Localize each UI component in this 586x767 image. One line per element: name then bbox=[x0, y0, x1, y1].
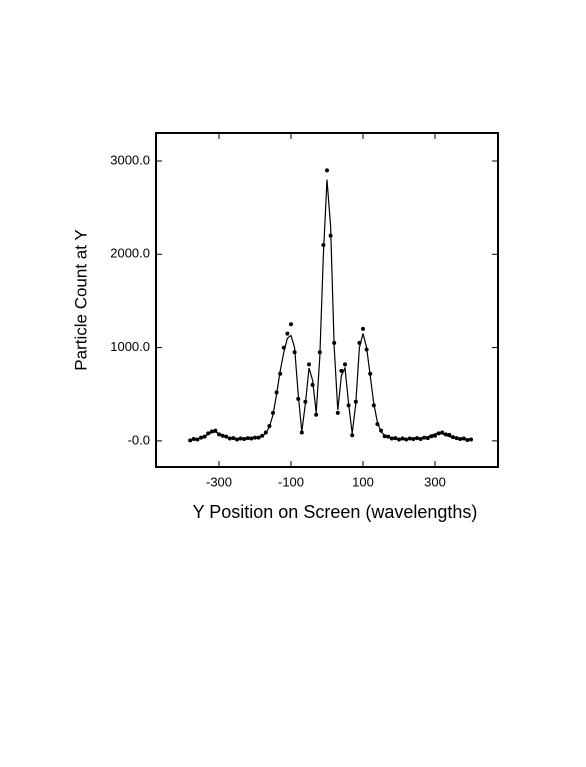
x-tick-label: 300 bbox=[424, 474, 446, 489]
x-tick-label: -300 bbox=[206, 474, 232, 489]
data-point bbox=[299, 430, 304, 435]
x-tick-label: -100 bbox=[278, 474, 304, 489]
data-point bbox=[350, 433, 355, 438]
plot-frame bbox=[155, 132, 499, 468]
data-point bbox=[307, 362, 311, 367]
y-tick-label: -0.0 bbox=[128, 432, 150, 447]
data-point bbox=[361, 326, 365, 331]
data-point bbox=[339, 368, 344, 373]
x-axis-label: Y Position on Screen (wavelengths) bbox=[193, 502, 478, 522]
y-tick-label: 2000.0 bbox=[110, 246, 150, 261]
data-point bbox=[314, 412, 319, 417]
data-point bbox=[285, 331, 290, 336]
y-tick-label: 3000.0 bbox=[110, 152, 150, 167]
data-point bbox=[343, 362, 347, 367]
data-point bbox=[289, 322, 293, 327]
data-point bbox=[188, 438, 193, 443]
data-point bbox=[335, 410, 340, 415]
fit-line bbox=[190, 179, 471, 441]
x-tick-label: 100 bbox=[352, 474, 374, 489]
data-point bbox=[325, 168, 329, 173]
y-axis-label: Particle Count at Y bbox=[71, 229, 90, 370]
y-tick-label: 1000.0 bbox=[110, 339, 150, 354]
